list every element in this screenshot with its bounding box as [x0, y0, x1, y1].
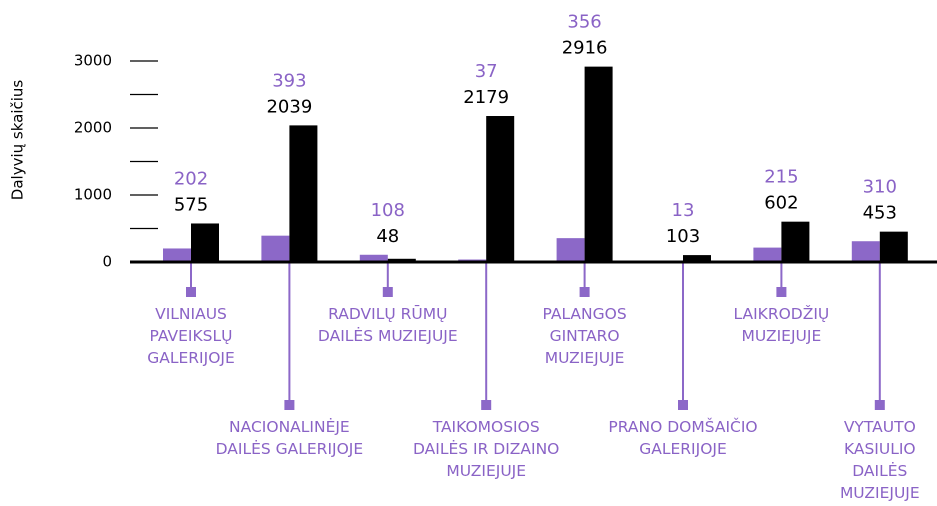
data-label: 215 — [764, 167, 798, 188]
data-label: 2039 — [266, 96, 312, 117]
connector-marker — [481, 400, 492, 410]
y-axis-label: Dalyvių skaičius — [9, 80, 27, 201]
data-label: 13 — [672, 200, 695, 221]
x-tick-label: VILNIAUS PAVEIKSLŲ GALERIJOJE — [147, 305, 235, 367]
x-tick-label: PALANGOS GINTARO MUZIEJUJE — [542, 305, 627, 367]
connector-marker — [776, 287, 787, 297]
data-label: 356 — [567, 12, 601, 33]
x-tick-label: TAIKOMOSIOS DAILĖS IR DIZAINO MUZIEJUJE — [412, 418, 560, 480]
data-label: 48 — [376, 226, 399, 247]
bar — [683, 255, 711, 262]
bar — [851, 241, 880, 262]
x-tick-label: LAIKRODŽIŲ MUZIEJUJE — [733, 305, 830, 345]
bar — [191, 223, 219, 262]
connector-marker — [874, 400, 885, 410]
y-tick-label: 1000 — [74, 186, 112, 204]
data-label: 108 — [371, 200, 405, 221]
data-label: 602 — [764, 193, 798, 214]
bar — [163, 248, 191, 262]
data-label: 2916 — [562, 38, 608, 59]
bar — [387, 258, 416, 262]
bar — [753, 247, 782, 262]
y-tick-label: 3000 — [74, 52, 112, 70]
data-label: 310 — [863, 177, 897, 198]
bar — [486, 116, 515, 263]
data-label: 202 — [174, 168, 208, 189]
connector-marker — [186, 287, 196, 297]
connector-marker — [678, 400, 688, 410]
connector-marker — [284, 400, 295, 410]
bar — [584, 66, 613, 263]
data-label: 37 — [475, 61, 498, 82]
bar — [781, 221, 810, 262]
y-tick-label: 2000 — [74, 119, 112, 137]
bar — [261, 235, 290, 262]
data-label: 575 — [174, 194, 208, 215]
x-tick-label: NACIONALINĖJE DAILĖS GALERIJOJE — [215, 418, 364, 458]
bar — [879, 231, 908, 262]
x-tick-label: PRANO DOMŠAIČIO GALERIJOJE — [608, 418, 758, 458]
x-tick-label: RADVILŲ RŪMŲ DAILĖS MUZIEJUJE — [317, 305, 458, 345]
bar — [289, 125, 318, 263]
data-label: 2179 — [463, 87, 509, 108]
data-label: 393 — [272, 70, 306, 91]
bar — [359, 254, 388, 262]
bar — [556, 238, 585, 262]
y-tick-label: 0 — [102, 253, 112, 271]
x-tick-label: VYTAUTO KASIULIO DAILĖS MUZIEJUJE — [839, 418, 920, 502]
data-label: 103 — [666, 226, 700, 247]
connector-marker — [382, 287, 393, 297]
data-label: 453 — [863, 203, 897, 224]
connector-marker — [579, 287, 590, 297]
